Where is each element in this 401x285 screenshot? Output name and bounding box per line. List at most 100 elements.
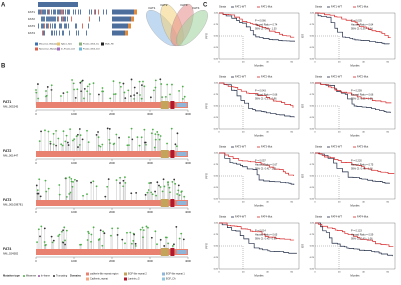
lollipop-head: [38, 178, 41, 181]
lollipop-head: [143, 85, 146, 88]
legend-dot: [38, 275, 40, 277]
legend-title: Mutation type: [3, 274, 20, 278]
survival-curve: [219, 12, 295, 38]
lollipop-head: [158, 184, 160, 187]
stat-text: Hazard Ratio = 0.74: [255, 24, 278, 27]
lollipop-head: [79, 81, 82, 84]
y-tick-label: 0.75: [310, 94, 315, 96]
x-tick-label: 40: [362, 62, 365, 64]
lollipop-head: [118, 81, 121, 84]
survival-curve: [219, 152, 295, 185]
legend-text: EGF_CA: [166, 278, 176, 281]
lollipop-head: [112, 143, 115, 146]
lollipop-head: [174, 182, 177, 185]
lollipop-head: [106, 185, 109, 188]
x-tick-label: 20: [338, 272, 341, 274]
lollipop-head: [37, 83, 39, 85]
lollipop-head: [44, 179, 47, 182]
x-axis-label: Months: [254, 274, 264, 278]
y-tick-label: 0.75: [310, 24, 315, 26]
legend-text: FAT4-Mut: [357, 215, 368, 219]
oncoprint-cell: [50, 16, 51, 22]
lollipop-head: [124, 97, 127, 100]
lollipop-head: [154, 190, 157, 193]
legend-text: Laminin_G: [128, 278, 140, 281]
oncoprint-cell: [69, 9, 70, 15]
gene-bar-alt: [125, 30, 128, 36]
oncoprint-cell: [42, 23, 43, 29]
lollipop-head: [110, 234, 112, 237]
y-tick-label: 1.00: [310, 13, 315, 15]
tick-label: 3000: [147, 210, 153, 214]
oncoprint-cell: [88, 23, 89, 29]
stat-text: 95% CI: 0.37 - 0.96: [255, 98, 277, 101]
y-tick-label: 0.75: [214, 164, 219, 166]
lollipop-head: [97, 136, 100, 139]
tick-label: 2000: [109, 259, 115, 263]
x-tick-label: 20: [338, 62, 341, 64]
oncoprint-cell: [62, 16, 63, 22]
oncoprint-cell: [76, 23, 77, 29]
legend-text: FAT3-WT: [331, 145, 342, 149]
lollipop-head: [83, 87, 86, 90]
oncoprint-cell: [51, 16, 52, 22]
y-tick-label: 0.25: [310, 257, 315, 259]
lollipop-head: [116, 234, 119, 236]
strata-label: Strata: [219, 145, 226, 149]
survival-curve: [315, 152, 390, 184]
tick-label: 3000: [147, 112, 153, 116]
oncoprint-cell: [61, 16, 62, 22]
lollipop-head: [57, 235, 60, 237]
lollipop-head: [122, 185, 125, 188]
lollipop-head: [107, 178, 110, 180]
lollipop-head: [130, 127, 133, 130]
oncoprint-cell: [98, 9, 99, 15]
lollipop-head: [164, 236, 167, 239]
gene-bar-alt: [131, 16, 134, 22]
domain: [160, 199, 169, 207]
lollipop-head: [151, 128, 154, 131]
lollipop-head: [122, 179, 125, 182]
lollipop-head: [61, 144, 64, 147]
lollipop-head: [89, 93, 91, 95]
y-tick-label: 1.00: [214, 13, 219, 15]
x-axis-label: Months: [350, 134, 360, 138]
lollipop-head: [61, 230, 63, 233]
legend-text: FAT2-Mut: [261, 75, 272, 79]
legend-swatch: [57, 47, 60, 51]
lollipop-head: [64, 243, 66, 246]
oncoprint-cell: [67, 9, 68, 15]
y-tick-label: 1.00: [310, 153, 315, 155]
lollipop-head: [69, 128, 72, 131]
oncoprint-cell: [67, 16, 68, 22]
tick-label: 0: [35, 161, 37, 165]
x-tick-label: 40: [362, 272, 365, 274]
lollipop-head: [177, 184, 180, 187]
lollipop-head: [171, 245, 174, 247]
lollipop-head: [50, 89, 53, 91]
y-tick-label: 0.75: [310, 234, 315, 236]
protein-backbone: [36, 200, 188, 206]
oncoprint-cell: [49, 9, 50, 15]
lollipop-head: [40, 130, 42, 133]
lollipop-head: [97, 131, 99, 133]
lollipop-head: [135, 191, 138, 194]
lollipop-head: [115, 179, 118, 182]
x-tick-label: 0: [218, 62, 220, 64]
lollipop-head: [145, 225, 148, 228]
lollipop-head: [77, 146, 79, 148]
lollipop-head: [139, 228, 142, 231]
x-tick-label: 20: [242, 62, 245, 64]
x-tick-label: 20: [338, 132, 341, 134]
lollipop-head: [52, 239, 55, 242]
oncoprint-cell: [43, 9, 44, 15]
oncoprint-cell: [55, 23, 56, 29]
lollipop-head: [169, 93, 171, 96]
legend-swatch: [35, 47, 38, 51]
oncoprint-cell: [95, 9, 96, 15]
lollipop-head: [123, 91, 126, 94]
y-tick-label: 0.25: [214, 117, 219, 119]
oncoprint-cell: [51, 30, 52, 36]
protein-backbone: [36, 102, 188, 108]
lollipop-head: [50, 235, 53, 238]
